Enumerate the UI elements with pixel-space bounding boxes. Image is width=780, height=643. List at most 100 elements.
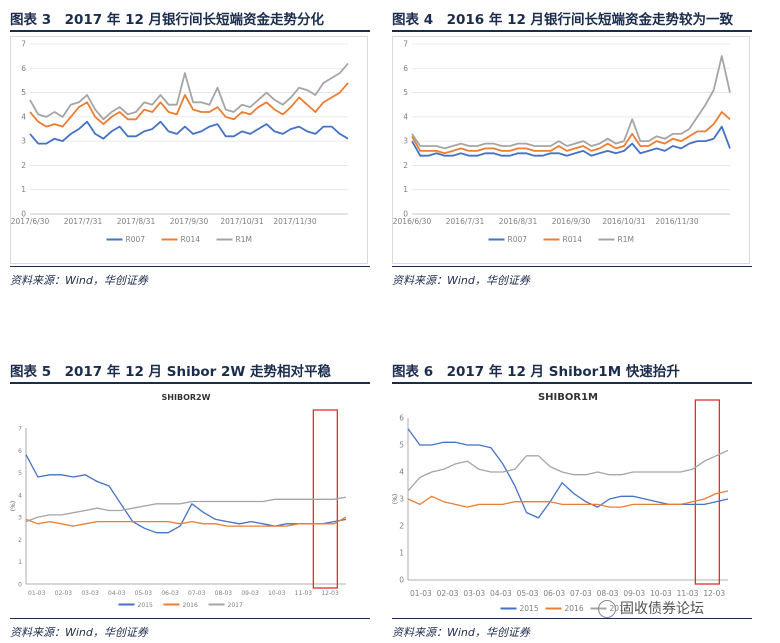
legend-label: R014: [181, 235, 201, 244]
x-tick-label: 08-03: [215, 590, 233, 597]
x-tick-label: 2016/7/31: [446, 217, 485, 226]
x-tick-label: 03-03: [81, 590, 99, 597]
y-tick-label: 0: [399, 576, 404, 585]
y-tick-label: 4: [399, 468, 404, 477]
source-note: 资料来源：Wind，华创证券: [392, 274, 530, 287]
y-tick-label: 6: [399, 414, 404, 423]
x-tick-label: 2016/8/31: [499, 217, 538, 226]
x-tick-label: 04-03: [108, 590, 126, 597]
y-tick-label: 0: [18, 582, 22, 589]
x-tick-label: 2016/6/30: [393, 217, 432, 226]
x-tick-label: 2017/8/31: [117, 217, 156, 226]
chart-title: SHIBOR1M: [538, 392, 598, 403]
x-tick-label: 01-03: [28, 590, 46, 597]
y-tick-label: 4: [403, 112, 408, 121]
figure-caption: 图表 4 2016 年 12 月银行间长短端资金走势较为一致: [392, 12, 734, 28]
source-rule: [10, 266, 370, 267]
chart-title: SHIBOR2W: [162, 393, 211, 402]
panel-chart-6: 图表 6 2017 年 12 月 Shibor1M 快速抬升 SHIBOR1M (…: [392, 352, 762, 643]
legend-label: R007: [126, 235, 146, 244]
source-note: 资料来源：Wind，华创证券: [392, 626, 530, 639]
y-tick-label: 3: [21, 137, 26, 146]
y-tick-label: 3: [18, 515, 22, 522]
x-tick-label: 12-03: [321, 590, 339, 597]
x-tick-label: 10-03: [268, 590, 286, 597]
y-tick-label: 7: [18, 426, 22, 433]
legend-label: 2015: [138, 602, 153, 609]
watermark-text: 固收债券论坛: [620, 601, 704, 617]
series-line-r1m: [411, 55, 731, 150]
x-tick-label: 06-03: [543, 589, 565, 598]
legend-label: 2015: [520, 604, 539, 613]
y-tick-label: 5: [18, 470, 22, 477]
y-tick-label: 5: [21, 88, 26, 97]
source-note: 资料来源：Wind，华创证券: [10, 626, 148, 639]
source-rule: [392, 618, 752, 619]
x-tick-label: 02-03: [55, 590, 73, 597]
y-tick-label: 1: [399, 549, 404, 558]
series-line-r014: [411, 111, 731, 155]
legend-label: R014: [563, 235, 583, 244]
y-tick-label: 2: [18, 537, 22, 544]
caption-rule: [392, 382, 752, 384]
x-tick-label: 01-03: [410, 589, 432, 598]
y-tick-label: 2: [21, 161, 26, 170]
y-tick-label: 4: [18, 492, 22, 499]
panel-chart-5: 图表 5 2017 年 12 月 Shibor 2W 走势相对平稳 SHIBOR…: [10, 352, 380, 643]
y-tick-label: 7: [21, 40, 26, 49]
caption-rule: [10, 382, 370, 384]
x-tick-label: 2017/9/30: [170, 217, 209, 226]
y-tick-label: 6: [403, 64, 408, 73]
x-tick-label: 09-03: [623, 589, 645, 598]
x-tick-label: 07-03: [188, 590, 206, 597]
series-line-2016: [25, 516, 347, 527]
y-tick-label: 0: [21, 210, 26, 219]
y-tick-label: 7: [403, 40, 408, 49]
y-tick-label: 5: [399, 441, 404, 450]
series-line-2016: [407, 490, 729, 508]
y-tick-label: 2: [399, 522, 404, 531]
y-tick-label: 3: [403, 137, 408, 146]
y-tick-label: 1: [18, 559, 22, 566]
y-tick-label: 0: [403, 210, 408, 219]
legend-label: R1M: [236, 235, 252, 244]
x-tick-label: 2017/10/31: [220, 217, 263, 226]
x-tick-label: 03-03: [463, 589, 485, 598]
legend-label: 2016: [183, 602, 198, 609]
x-tick-label: 2017/6/30: [11, 217, 50, 226]
figure-caption: 图表 3 2017 年 12 月银行间长短端资金走势分化: [10, 12, 325, 28]
wechat-icon: [598, 600, 616, 618]
x-tick-label: 2016/10/31: [602, 217, 645, 226]
series-line-2015: [25, 454, 347, 534]
x-tick-label: 2017/11/30: [273, 217, 316, 226]
caption-rule: [392, 30, 752, 32]
series-line-r1m: [29, 62, 349, 121]
y-tick-label: 2: [403, 161, 408, 170]
legend-label: 2016: [565, 604, 584, 613]
caption-rule: [10, 30, 370, 32]
series-line-2017: [407, 449, 729, 492]
legend-label: 2017: [228, 602, 243, 609]
figure-caption: 图表 5 2017 年 12 月 Shibor 2W 走势相对平稳: [10, 364, 331, 380]
y-axis-label: (%): [392, 494, 399, 504]
legend-label: 2017: [610, 604, 629, 613]
series-line-2017: [25, 496, 347, 523]
legend-label: R1M: [618, 235, 634, 244]
chart-r007-r014-r1m-2016: 0 1 2 3 4 5 6 7 2016/6/30 2016/7/31 2016/8/31 2016/…: [392, 36, 750, 264]
x-tick-label: 11-03: [295, 590, 313, 597]
panel-chart-3: 图表 3 2017 年 12 月银行间长短端资金走势分化 0 1 2 3 4 5 6 7 201…: [10, 0, 375, 300]
x-tick-label: 05-03: [135, 590, 153, 597]
x-tick-label: 11-03: [677, 589, 699, 598]
chart-shibor-2w: SHIBOR2W (%) 0 1 2 3 4 5 6 7 01-03 02-03 03-03 04-03 0…: [10, 393, 347, 609]
y-tick-label: 1: [21, 185, 26, 194]
y-tick-label: 5: [403, 88, 408, 97]
chart-shibor-1m: SHIBOR1M (%) 0 1 2 3 4 5 6 01-03 02-03 03-03 04-03 05…: [392, 392, 729, 613]
watermark: 固收债券论坛: [598, 598, 780, 618]
x-tick-label: 02-03: [437, 589, 459, 598]
chart-r007-r014-r1m-2017: 0 1 2 3 4 5 6 7 2017/6/30 2017/7/31 2017/8/31 2017/…: [10, 36, 368, 264]
figure-caption: 图表 6 2017 年 12 月 Shibor1M 快速抬升: [392, 364, 680, 380]
x-tick-label: 2016/11/30: [655, 217, 698, 226]
x-tick-label: 08-03: [597, 589, 619, 598]
highlight-box: [694, 399, 720, 585]
x-tick-label: 12-03: [703, 589, 725, 598]
